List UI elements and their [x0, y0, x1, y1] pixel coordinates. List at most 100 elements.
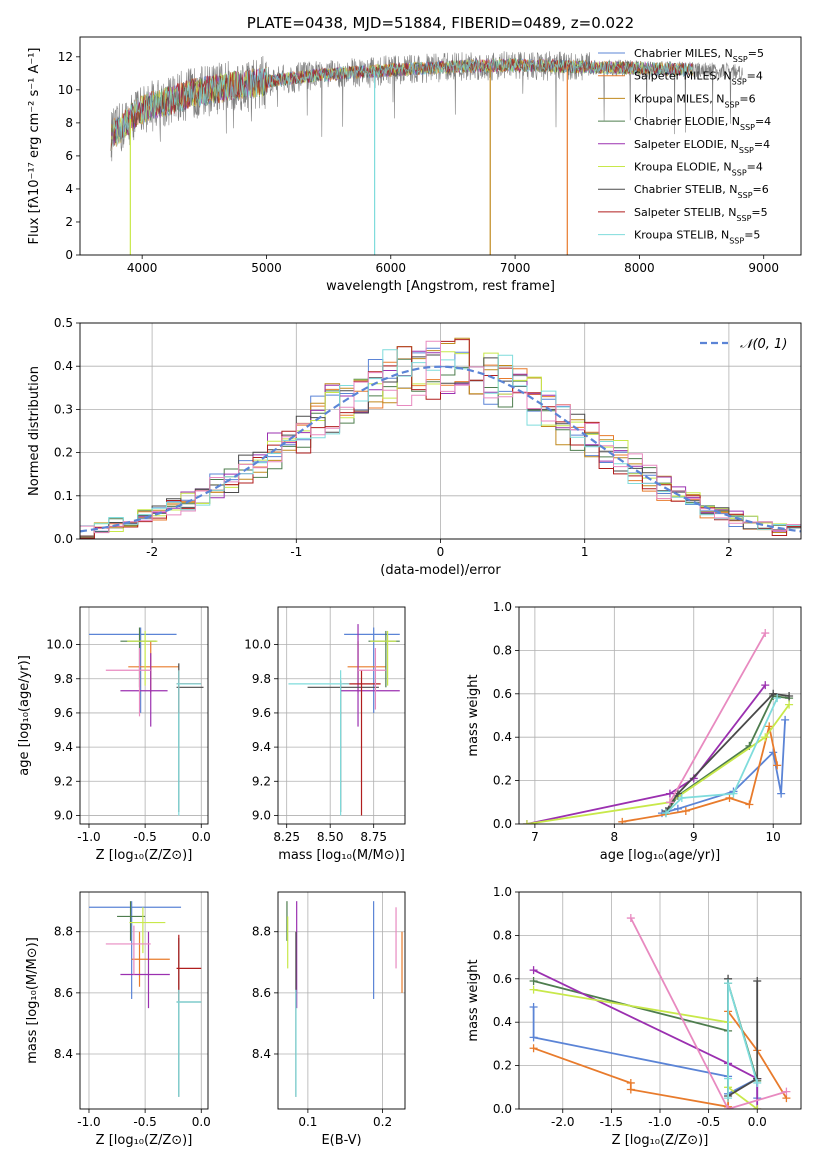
- y-tick-label: 0.5: [54, 316, 73, 330]
- x-tick-label: 0.0: [192, 830, 211, 844]
- x-tick-label: -1.0: [77, 1115, 100, 1129]
- point-marker: [725, 793, 734, 802]
- x-axis-label: E(B-V): [321, 1133, 361, 1148]
- legend: 𝒩(0, 1): [700, 337, 787, 352]
- point-marker: [626, 1085, 635, 1094]
- x-tick-label: 9: [690, 830, 698, 844]
- y-tick-label: 0.3: [54, 402, 73, 416]
- x-axis-label: Z [log₁₀(Z/Z⊙)]: [96, 848, 193, 863]
- point-marker: [529, 1044, 538, 1053]
- y-tick-label: 9.0: [252, 808, 271, 822]
- y-tick-label: 9.6: [252, 706, 271, 720]
- x-tick-label: 7000: [500, 261, 531, 275]
- y-tick-label: 0.4: [493, 730, 512, 744]
- x-tick-label: -0.5: [697, 1115, 720, 1129]
- x-tick-label: 8.75: [360, 830, 387, 844]
- weight-series-4: [526, 704, 790, 824]
- gaussian-curve: [80, 365, 801, 533]
- panel-age_vs_Z: -1.0 -0.5 0.0 9.0 9.2 9.4 9.6 9.8 10.0 Z [log₁₀(Z…: [17, 606, 211, 863]
- weight-series-0: [661, 719, 786, 814]
- panel-mass_vs_Z: -1.0 -0.5 0.0 8.4 8.6 8.8 Z [log₁₀(Z/Z⊙)] mass …: [25, 891, 211, 1148]
- y-tick-label: 1.0: [493, 885, 512, 899]
- x-tick-label: -1.0: [77, 830, 100, 844]
- y-tick-label: 0: [65, 248, 73, 262]
- axes-frame: [79, 322, 802, 540]
- y-axis-label: mass weight: [466, 674, 481, 756]
- x-tick-label: 0.2: [373, 1115, 392, 1129]
- axes-frame: [277, 606, 406, 825]
- panel-residuals: -2 -1 0 1 2 0.0 0.1 0.2 0.3 0.4 0.5 (data-model)/er…: [27, 316, 802, 578]
- point-marker: [769, 689, 778, 698]
- x-tick-label: 4000: [127, 261, 158, 275]
- x-tick-label: -1: [290, 545, 302, 559]
- point-marker: [781, 715, 790, 724]
- y-tick-label: 6: [65, 149, 73, 163]
- plot-area: [88, 901, 202, 1097]
- y-tick-label: 0.0: [54, 532, 73, 546]
- panel-weight_vs_age: 7 8 9 10 0.0 0.2 0.4 0.6 0.8 1.0 age [log₁₀(age/yr…: [466, 600, 802, 863]
- point-marker: [782, 1087, 791, 1096]
- x-axis-label: (data-model)/error: [380, 563, 501, 578]
- y-tick-label: 2: [65, 215, 73, 229]
- y-tick-label: 0.8: [493, 928, 512, 942]
- weight-series-7: [629, 917, 787, 1109]
- legend-label: Kroupa ELODIE, NSSP=4: [634, 161, 763, 178]
- plot-area: [286, 901, 403, 1097]
- y-tick-label: 0.0: [493, 817, 512, 831]
- legend-label: Kroupa STELIB, NSSP=5: [634, 229, 760, 246]
- y-tick-label: 10.0: [46, 638, 73, 652]
- y-tick-label: 9.6: [54, 706, 73, 720]
- weight-series-7: [669, 632, 767, 803]
- legend-label: 𝒩(0, 1): [740, 337, 787, 352]
- point-marker: [724, 1094, 733, 1103]
- y-axis-label: mass [log₁₀(M/M⊙)]: [25, 937, 40, 1064]
- y-tick-label: 0.2: [54, 446, 73, 460]
- weight-series-1: [622, 726, 779, 823]
- point-marker: [529, 1033, 538, 1042]
- panel-spectrum: 4000 5000 6000 7000 8000 9000 0 2 4 6 8 10 12 wavelen…: [27, 14, 802, 294]
- point-marker: [724, 979, 733, 988]
- x-axis-label: wavelength [Angstrom, rest frame]: [326, 279, 555, 294]
- x-tick-label: -1.0: [648, 1115, 671, 1129]
- y-tick-label: 0.0: [493, 1102, 512, 1116]
- point-marker: [661, 809, 670, 818]
- y-tick-label: 9.2: [252, 774, 271, 788]
- x-tick-label: 8000: [624, 261, 655, 275]
- legend-label: Chabrier ELODIE, NSSP=4: [634, 115, 771, 132]
- panel-age_vs_mass: 8.25 8.50 8.75 9.0 9.2 9.4 9.6 9.8 10.0 mass [log…: [244, 606, 406, 863]
- x-tick-label: 8.50: [317, 830, 344, 844]
- x-tick-label: -0.5: [133, 830, 156, 844]
- x-tick-label: 5000: [251, 261, 282, 275]
- y-tick-label: 0.2: [493, 1059, 512, 1073]
- y-tick-label: 0.8: [493, 643, 512, 657]
- legend-label: Chabrier MILES, NSSP=5: [634, 47, 764, 64]
- weight-series-6: [727, 982, 759, 1099]
- axes-frame: [79, 36, 802, 256]
- y-axis-label: Normed distribution: [27, 366, 42, 496]
- plot-area: [522, 629, 794, 824]
- y-tick-label: 0.6: [493, 972, 512, 986]
- x-axis-label: Z [log₁₀(Z/Z⊙)]: [612, 1133, 709, 1148]
- weight-series-3: [526, 684, 767, 824]
- y-tick-label: 9.4: [54, 740, 73, 754]
- x-tick-label: -2.0: [551, 1115, 574, 1129]
- point-marker: [529, 985, 538, 994]
- point-marker: [753, 1078, 762, 1087]
- panel-mass_vs_EBV: 0.1 0.2 8.4 8.6 8.8 E(B-V): [252, 891, 406, 1148]
- point-marker: [761, 629, 770, 638]
- plot-area: [88, 627, 204, 816]
- x-axis-label: mass [log₁₀(M/M⊙)]: [278, 848, 405, 863]
- plot-area: [288, 624, 400, 816]
- y-tick-label: 0.6: [493, 687, 512, 701]
- x-tick-label: -0.5: [133, 1115, 156, 1129]
- legend-label: Salpeter MILES, NSSP=4: [634, 70, 763, 87]
- legend-label: Chabrier STELIB, NSSP=6: [634, 183, 769, 200]
- legend-label: Kroupa MILES, NSSP=6: [634, 92, 756, 109]
- point-marker: [765, 722, 774, 731]
- legend-label: Salpeter ELODIE, NSSP=4: [634, 138, 770, 155]
- x-tick-label: 9000: [748, 261, 779, 275]
- x-axis-label: age [log₁₀(age/yr)]: [600, 848, 721, 863]
- point-marker: [529, 966, 538, 975]
- x-tick-label: 1: [581, 545, 589, 559]
